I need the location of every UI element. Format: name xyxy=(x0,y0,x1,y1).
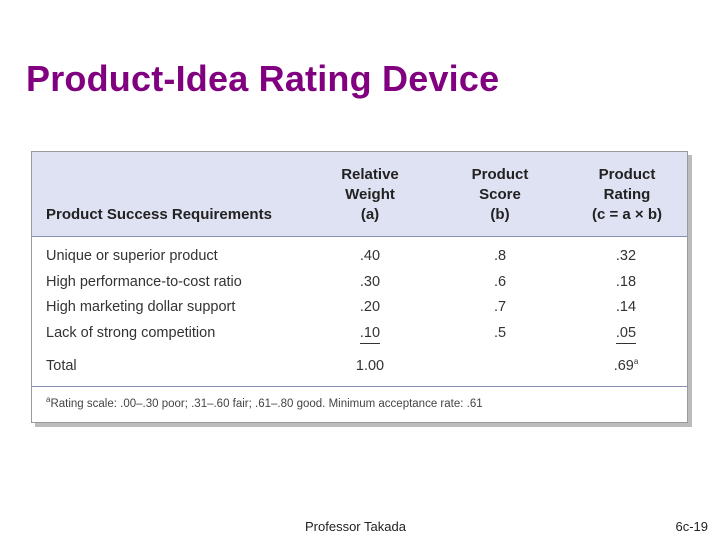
total-rating: .69a xyxy=(613,357,639,374)
row-rating: .18 xyxy=(615,274,637,290)
row-weight: .40 xyxy=(359,248,381,264)
footnote-divider xyxy=(32,386,687,387)
slide-number: 6c-19 xyxy=(675,519,708,534)
footnote-marker: a xyxy=(633,357,639,367)
table-row: Unique or superior product .40 .8 .32 xyxy=(32,245,687,269)
row-requirement: High marketing dollar support xyxy=(46,299,236,315)
header-relative-weight: Relative Weight (a) xyxy=(341,166,399,223)
row-score: .6 xyxy=(493,274,507,290)
table-footnote: aRating scale: .00–.30 poor; .31–.60 fai… xyxy=(46,395,483,410)
row-rating: .14 xyxy=(615,299,637,315)
presenter-name: Professor Takada xyxy=(305,519,406,534)
total-label: Total xyxy=(46,358,77,374)
table-row: High performance-to-cost ratio .30 .6 .1… xyxy=(32,271,687,295)
row-requirement: High performance-to-cost ratio xyxy=(46,274,242,290)
header-requirements: Product Success Requirements xyxy=(46,206,272,223)
row-weight: .30 xyxy=(359,274,381,290)
table-row: Lack of strong competition .10 .5 .05 xyxy=(32,322,687,346)
row-score: .8 xyxy=(493,248,507,264)
header-product-rating: Product Rating (c = a × b) xyxy=(591,166,663,223)
total-row: Total 1.00 .69a xyxy=(32,355,687,379)
row-weight: .10 xyxy=(340,325,400,344)
rating-underlined-value: .05 xyxy=(615,325,637,344)
row-rating: .05 xyxy=(596,325,656,344)
total-weight: 1.00 xyxy=(355,358,385,374)
footnote-text: Rating scale: .00–.30 poor; .31–.60 fair… xyxy=(50,398,483,410)
weight-underlined-value: .10 xyxy=(359,325,381,344)
slide-title: Product-Idea Rating Device xyxy=(26,58,500,99)
header-product-score: Product Score (b) xyxy=(471,166,529,223)
row-weight: .20 xyxy=(359,299,381,315)
row-score: .7 xyxy=(493,299,507,315)
footnote-marker: a xyxy=(46,395,51,405)
row-rating: .32 xyxy=(615,248,637,264)
row-requirement: Lack of strong competition xyxy=(46,325,216,341)
row-score: .5 xyxy=(493,325,507,341)
table-header: Product Success Requirements Relative We… xyxy=(32,152,687,237)
rating-table: Product Success Requirements Relative We… xyxy=(31,151,688,423)
row-requirement: Unique or superior product xyxy=(46,248,218,264)
table-row: High marketing dollar support .20 .7 .14 xyxy=(32,296,687,320)
